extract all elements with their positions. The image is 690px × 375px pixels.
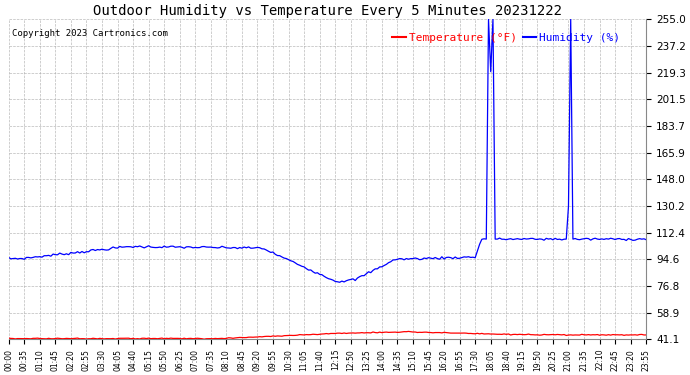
Title: Outdoor Humidity vs Temperature Every 5 Minutes 20231222: Outdoor Humidity vs Temperature Every 5 … [93,4,562,18]
Text: Copyright 2023 Cartronics.com: Copyright 2023 Cartronics.com [12,29,168,38]
Legend: Temperature (°F), Humidity (%): Temperature (°F), Humidity (%) [388,28,624,47]
